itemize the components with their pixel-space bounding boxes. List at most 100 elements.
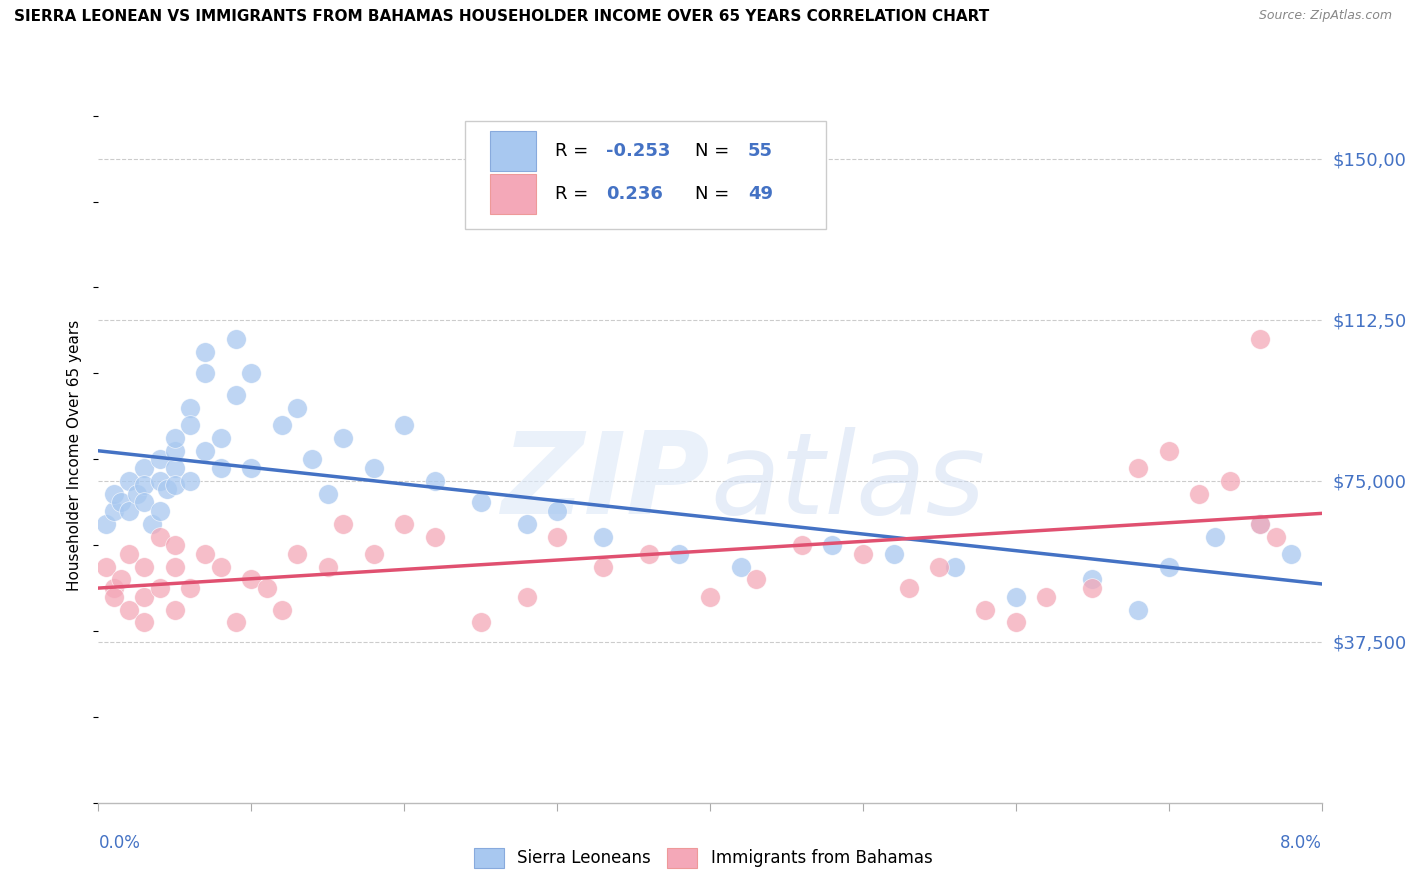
Point xyxy=(163,431,186,445)
Point xyxy=(134,478,156,492)
Point xyxy=(163,478,186,492)
Point xyxy=(928,559,950,574)
Point xyxy=(134,615,156,630)
Point xyxy=(134,460,156,475)
Text: 0.0%: 0.0% xyxy=(98,834,141,852)
Point xyxy=(103,486,125,500)
Point xyxy=(363,460,385,475)
Point xyxy=(156,483,179,497)
Point xyxy=(149,504,172,518)
Point xyxy=(516,590,538,604)
FancyBboxPatch shape xyxy=(489,174,536,214)
Point xyxy=(125,486,148,500)
Point xyxy=(209,431,232,445)
Point xyxy=(141,516,163,531)
Point xyxy=(790,538,813,552)
Point xyxy=(1264,529,1286,543)
Point xyxy=(103,504,125,518)
Point xyxy=(301,452,323,467)
Point xyxy=(118,474,141,488)
Text: R =: R = xyxy=(555,142,593,160)
Point xyxy=(149,474,172,488)
Point xyxy=(423,474,446,488)
Point xyxy=(516,516,538,531)
Point xyxy=(332,516,354,531)
Point xyxy=(470,495,492,509)
Y-axis label: Householder Income Over 65 years: Householder Income Over 65 years xyxy=(67,319,83,591)
Point xyxy=(149,452,172,467)
Text: 0.236: 0.236 xyxy=(606,185,664,203)
Point xyxy=(285,547,308,561)
Point xyxy=(821,538,844,552)
Text: R =: R = xyxy=(555,185,593,203)
Point xyxy=(1128,460,1150,475)
Text: 55: 55 xyxy=(748,142,773,160)
Point xyxy=(1081,573,1104,587)
Text: ZIP: ZIP xyxy=(502,427,710,538)
Point xyxy=(179,401,201,415)
Text: N =: N = xyxy=(696,185,735,203)
Point xyxy=(103,581,125,595)
Point xyxy=(194,547,217,561)
Point xyxy=(332,431,354,445)
Point xyxy=(316,559,339,574)
Point xyxy=(852,547,875,561)
FancyBboxPatch shape xyxy=(489,131,536,171)
Text: 49: 49 xyxy=(748,185,773,203)
Point xyxy=(470,615,492,630)
Point xyxy=(668,547,690,561)
Text: N =: N = xyxy=(696,142,735,160)
Point xyxy=(1249,516,1271,531)
Text: Source: ZipAtlas.com: Source: ZipAtlas.com xyxy=(1258,9,1392,22)
Point xyxy=(745,573,768,587)
Point xyxy=(883,547,905,561)
Point xyxy=(163,559,186,574)
Point xyxy=(163,460,186,475)
Point xyxy=(225,332,247,346)
Point xyxy=(943,559,966,574)
Point xyxy=(592,529,614,543)
Point xyxy=(392,516,416,531)
Point xyxy=(110,573,132,587)
Point xyxy=(546,504,568,518)
Point xyxy=(240,460,263,475)
Text: atlas: atlas xyxy=(710,427,986,538)
Point xyxy=(240,367,263,381)
Point xyxy=(225,615,247,630)
Point xyxy=(1249,332,1271,346)
Point xyxy=(637,547,661,561)
Point xyxy=(699,590,721,604)
Point xyxy=(1004,615,1026,630)
Point xyxy=(94,559,117,574)
Point xyxy=(1128,602,1150,616)
Point xyxy=(1157,559,1180,574)
Point xyxy=(256,581,278,595)
Point xyxy=(897,581,920,595)
Point xyxy=(1188,486,1211,500)
Legend: Sierra Leoneans, Immigrants from Bahamas: Sierra Leoneans, Immigrants from Bahamas xyxy=(467,841,939,875)
Point xyxy=(270,602,294,616)
Point xyxy=(1157,443,1180,458)
Point xyxy=(194,344,217,359)
Point xyxy=(118,547,141,561)
Point xyxy=(149,529,172,543)
Text: SIERRA LEONEAN VS IMMIGRANTS FROM BAHAMAS HOUSEHOLDER INCOME OVER 65 YEARS CORRE: SIERRA LEONEAN VS IMMIGRANTS FROM BAHAMA… xyxy=(14,9,990,24)
Point xyxy=(363,547,385,561)
Point xyxy=(1219,474,1241,488)
Point xyxy=(1035,590,1057,604)
Point xyxy=(392,417,416,432)
FancyBboxPatch shape xyxy=(465,121,827,229)
Point xyxy=(194,443,217,458)
Point xyxy=(1279,547,1302,561)
Point xyxy=(179,417,201,432)
Point xyxy=(546,529,568,543)
Point xyxy=(163,538,186,552)
Point xyxy=(240,573,263,587)
Point xyxy=(209,559,232,574)
Point xyxy=(118,602,141,616)
Point xyxy=(134,495,156,509)
Point xyxy=(423,529,446,543)
Point xyxy=(110,495,132,509)
Point xyxy=(316,486,339,500)
Point xyxy=(179,474,201,488)
